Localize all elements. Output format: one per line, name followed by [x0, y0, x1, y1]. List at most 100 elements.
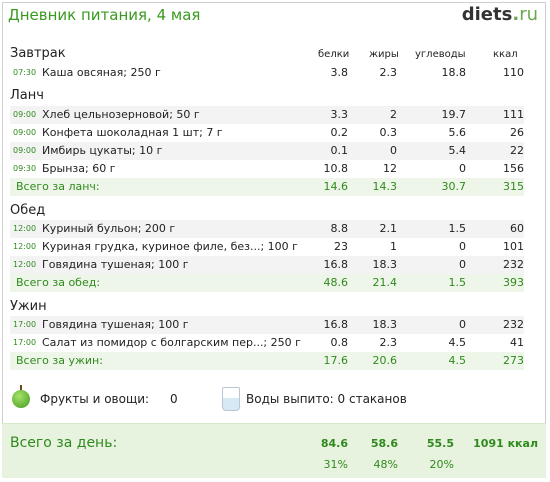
food-fat: 18.3	[372, 318, 398, 331]
food-fat: 0.3	[379, 126, 398, 139]
day-protein-pct: 31%	[323, 458, 348, 471]
meal-title-breakfast: Завтрак	[10, 46, 66, 61]
fruits-label: Фрукты и овощи:	[40, 392, 150, 406]
food-carbs: 0	[459, 318, 466, 331]
water-label: Воды выпито: 0 стаканов	[246, 392, 407, 406]
food-carbs: 5.6	[448, 126, 467, 139]
food-name[interactable]: Хлеб цельнозерновой; 50 г	[42, 108, 200, 121]
food-fat: 2.3	[379, 336, 398, 349]
food-time: 09:00	[13, 128, 37, 137]
food-name[interactable]: Брынза; 60 г	[42, 162, 116, 175]
meal-total-row: Всего за обед: 48.6 21.4 1.5 393	[10, 274, 524, 292]
food-kcal: 232	[503, 318, 524, 331]
food-name[interactable]: Куриный бульон; 200 г	[42, 222, 176, 235]
food-row[interactable]: 09:00 Имбирь цукаты; 10 г 0.1 0 5.4 22	[10, 142, 524, 160]
food-fat: 2.1	[379, 222, 398, 235]
food-name[interactable]: Салат из помидор с болгарским пер...; 25…	[42, 336, 301, 349]
total-protein: 17.6	[323, 354, 349, 367]
food-kcal: 22	[510, 144, 524, 157]
meal-total-row: Всего за ланч: 14.6 14.3 30.7 315	[10, 178, 524, 196]
food-protein: 10.8	[323, 162, 349, 175]
food-time: 17:00	[13, 338, 37, 347]
food-name[interactable]: Куриная грудка, куриное филе, без...; 10…	[42, 240, 298, 253]
food-carbs: 4.5	[448, 336, 467, 349]
total-carbs: 30.7	[441, 180, 467, 193]
day-carbs: 55.5	[426, 437, 454, 450]
food-time: 09:00	[13, 110, 37, 119]
food-kcal: 26	[510, 126, 524, 139]
food-protein: 23	[334, 240, 348, 253]
day-fat-pct: 48%	[373, 458, 398, 471]
logo-main: diets	[461, 4, 513, 25]
diary-panel	[2, 2, 546, 478]
food-row[interactable]: 17:00 Салат из помидор с болгарским пер.…	[10, 334, 524, 352]
food-protein: 3.8	[330, 66, 349, 79]
food-protein: 3.3	[330, 108, 349, 121]
food-protein: 8.8	[330, 222, 349, 235]
logo-tld: ru	[519, 4, 538, 25]
food-protein: 16.8	[323, 318, 349, 331]
page-title: Дневник питания, 4 мая	[8, 6, 201, 24]
food-fat: 2.3	[379, 66, 398, 79]
total-carbs: 1.5	[448, 276, 467, 289]
total-fat: 20.6	[372, 354, 398, 367]
meal-title-supper: Ужин	[10, 299, 47, 314]
food-name[interactable]: Конфета шоколадная 1 шт; 7 г	[42, 126, 223, 139]
total-carbs: 4.5	[448, 354, 467, 367]
total-protein: 14.6	[323, 180, 349, 193]
meal-total-label: Всего за ланч:	[16, 180, 100, 193]
food-name[interactable]: Говядина тушеная; 100 г	[42, 318, 189, 331]
food-carbs: 19.7	[441, 108, 467, 121]
food-kcal: 41	[510, 336, 524, 349]
food-row[interactable]: 12:00 Говядина тушеная; 100 г 16.8 18.3 …	[10, 256, 524, 274]
logo-dot: .	[512, 4, 520, 25]
food-carbs: 5.4	[448, 144, 467, 157]
food-row[interactable]: 09:00 Конфета шоколадная 1 шт; 7 г 0.2 0…	[10, 124, 524, 142]
food-kcal: 156	[503, 162, 524, 175]
food-row[interactable]: 12:00 Куриная грудка, куриное филе, без.…	[10, 238, 524, 256]
food-fat: 12	[383, 162, 397, 175]
food-protein: 0.2	[330, 126, 349, 139]
food-kcal: 60	[510, 222, 524, 235]
food-row[interactable]: 09:00 Хлеб цельнозерновой; 50 г 3.3 2 19…	[10, 106, 524, 124]
food-fat: 1	[390, 240, 397, 253]
food-time: 09:00	[13, 146, 37, 155]
meal-total-label: Всего за ужин:	[16, 354, 103, 367]
food-row[interactable]: 09:30 Брынза; 60 г 10.8 12 0 156	[10, 160, 524, 178]
food-carbs: 18.8	[441, 66, 467, 79]
food-name[interactable]: Имбирь цукаты; 10 г	[42, 144, 163, 157]
food-row[interactable]: 07:30 Каша овсяная; 250 г 3.8 2.3 18.8 1…	[10, 64, 524, 82]
water-glass-icon	[222, 387, 240, 411]
day-protein: 84.6	[320, 437, 348, 450]
food-name[interactable]: Говядина тушеная; 100 г	[42, 258, 189, 271]
day-kcal: 1091 ккал	[473, 437, 538, 450]
food-kcal: 110	[503, 66, 524, 79]
food-name[interactable]: Каша овсяная; 250 г	[42, 66, 161, 79]
total-kcal: 273	[503, 354, 524, 367]
food-protein: 0.8	[330, 336, 349, 349]
apple-stem-icon	[20, 385, 22, 391]
meal-total-row: Всего за ужин: 17.6 20.6 4.5 273	[10, 352, 524, 370]
food-fat: 0	[390, 144, 397, 157]
food-time: 12:00	[13, 224, 37, 233]
day-total-label: Всего за день:	[10, 435, 118, 451]
day-fat: 58.6	[370, 437, 398, 450]
food-protein: 16.8	[323, 258, 349, 271]
food-carbs: 0	[459, 258, 466, 271]
site-logo[interactable]: diets.ru	[462, 4, 538, 25]
meal-total-label: Всего за обед:	[16, 276, 101, 289]
food-time: 17:00	[13, 320, 37, 329]
apple-icon	[12, 390, 30, 408]
food-kcal: 232	[503, 258, 524, 271]
total-fat: 21.4	[372, 276, 398, 289]
food-fat: 18.3	[372, 258, 398, 271]
column-kcal: ккал	[493, 49, 518, 60]
food-kcal: 111	[503, 108, 524, 121]
food-kcal: 101	[503, 240, 524, 253]
day-carbs-pct: 20%	[429, 458, 454, 471]
food-carbs: 0	[459, 240, 466, 253]
meal-title-dinner: Обед	[10, 203, 46, 218]
food-row[interactable]: 17:00 Говядина тушеная; 100 г 16.8 18.3 …	[10, 316, 524, 334]
total-fat: 14.3	[372, 180, 398, 193]
food-row[interactable]: 12:00 Куриный бульон; 200 г 8.8 2.1 1.5 …	[10, 220, 524, 238]
